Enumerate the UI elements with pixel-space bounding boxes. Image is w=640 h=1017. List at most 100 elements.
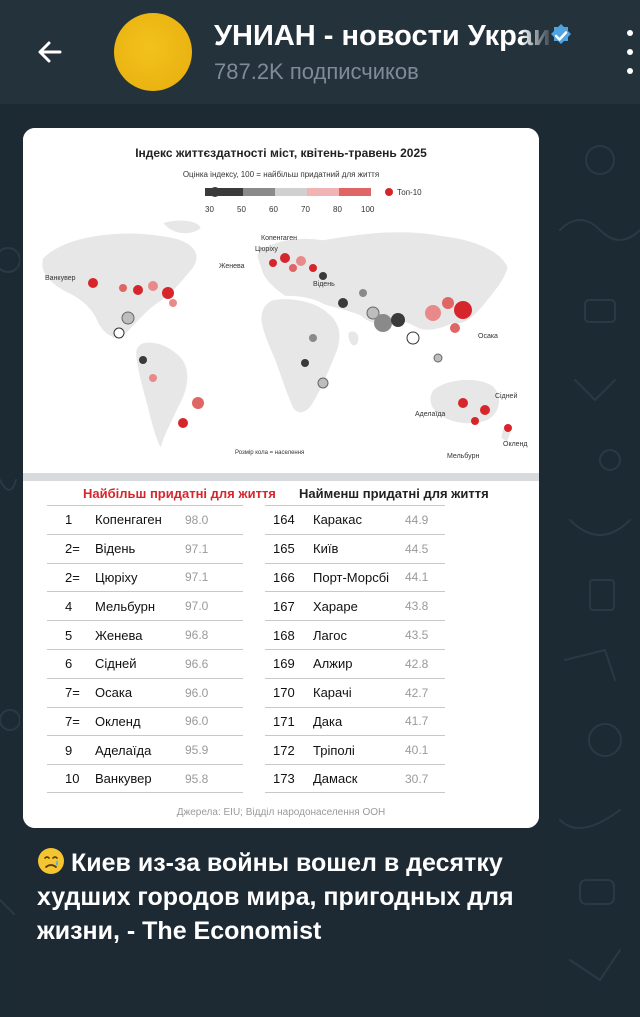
- table-row: 173 Дамаск 30.7: [265, 764, 445, 793]
- rank: 5: [65, 627, 73, 643]
- more-options-button[interactable]: [620, 30, 640, 74]
- rank: 166: [273, 569, 295, 585]
- channel-header: УНИАН - новости Украины 787.2K подписчик…: [0, 0, 640, 104]
- city: Карачі: [313, 685, 352, 701]
- most-livable-heading: Найбільш придатні для життя: [83, 486, 276, 501]
- city-labels: Копенгаген Цюріху Женева Відень Ванкувер…: [45, 235, 528, 460]
- least-livable-heading: Найменш придатні для життя: [299, 486, 489, 501]
- table-row: 6 Сідней 96.6: [47, 648, 243, 678]
- table-row: 168 Лагос 43.5: [265, 620, 445, 649]
- back-button[interactable]: [18, 20, 82, 84]
- verified-badge-icon: [551, 24, 571, 44]
- message-photo[interactable]: Індекс життєздатності міст, квітень-трав…: [23, 128, 539, 828]
- score: 44.9: [405, 512, 429, 527]
- city: Мельбурн: [95, 598, 156, 614]
- legend-ticks: 30 50 60 70 80 100 Топ-10: [205, 188, 422, 214]
- city: Цюріху: [95, 569, 138, 585]
- city-markers: [88, 253, 512, 432]
- score: 43.5: [405, 628, 429, 643]
- city: Копенгаген: [95, 512, 162, 528]
- score: 44.5: [405, 541, 429, 556]
- city-label: Відень: [313, 280, 335, 288]
- legend-tick: 60: [269, 205, 278, 214]
- legend-tick: 100: [361, 205, 375, 214]
- more-vertical-icon-dot: [627, 49, 633, 55]
- rank: 173: [273, 771, 295, 787]
- score: 43.8: [405, 599, 429, 614]
- city: Тріполі: [313, 742, 355, 758]
- table-row: 169 Алжир 42.8: [265, 648, 445, 678]
- score: 95.8: [185, 771, 209, 786]
- score: 95.9: [185, 743, 209, 758]
- table-row: 10 Ванкувер 95.8: [47, 764, 243, 793]
- score: 98.0: [185, 512, 209, 527]
- city-label: Сідней: [495, 392, 517, 400]
- city-label: Осака: [478, 333, 498, 340]
- table-row: 2= Відень 97.1: [47, 533, 243, 563]
- rank: 6: [65, 656, 73, 672]
- table-row: 5 Женева 96.8: [47, 620, 243, 649]
- city-label: Копенгаген: [261, 235, 297, 242]
- city: Сідней: [95, 656, 137, 672]
- table-row: 167 Хараре 43.8: [265, 591, 445, 620]
- table-row: 171 Дака 41.7: [265, 706, 445, 736]
- more-vertical-icon: [627, 30, 633, 36]
- city-label: Цюріху: [255, 245, 278, 253]
- legend-caption: Оцінка індексу, 100 = найбільш придатний…: [182, 170, 380, 179]
- least-livable-list: 164 Каракас 44.9 165 Київ 44.5 166 Порт-Морсб…: [265, 505, 445, 793]
- score: 44.1: [405, 570, 429, 585]
- city: Дака: [313, 713, 343, 729]
- score: 42.7: [405, 685, 429, 700]
- city: Відень: [95, 541, 136, 557]
- rank: 165: [273, 541, 295, 557]
- rank: 7=: [65, 685, 80, 701]
- ranking-tables: Найбільш придатні для життя Найменш прид…: [23, 481, 539, 828]
- more-vertical-icon-dot: [627, 68, 633, 74]
- panel-divider: [23, 473, 539, 481]
- message-text[interactable]: Киев из-за войны вошел в десятку худших …: [37, 846, 517, 948]
- rank: 170: [273, 685, 295, 701]
- channel-info[interactable]: УНИАН - новости Украины 787.2K подписчик…: [214, 20, 574, 85]
- score: 96.8: [185, 628, 209, 643]
- table-row: 172 Тріполі 40.1: [265, 735, 445, 764]
- channel-avatar[interactable]: [114, 13, 192, 91]
- score: 30.7: [405, 771, 429, 786]
- city: Ванкувер: [95, 771, 152, 787]
- legend-tick: 50: [237, 205, 246, 214]
- rank: 4: [65, 598, 73, 614]
- world-map: 30 50 60 70 80 100 Топ-10: [41, 187, 528, 460]
- rank: 164: [273, 512, 295, 528]
- score: 96.6: [185, 656, 209, 671]
- map-title: Індекс життєздатності міст, квітень-трав…: [135, 146, 427, 160]
- score: 42.8: [405, 656, 429, 671]
- score: 96.0: [185, 685, 209, 700]
- rank: 168: [273, 627, 295, 643]
- table-row: 7= Окленд 96.0: [47, 706, 243, 736]
- message-body: Киев из-за войны вошел в десятку худших …: [37, 849, 514, 945]
- score: 40.1: [405, 743, 429, 758]
- table-row: 166 Порт-Морсбі 44.1: [265, 562, 445, 592]
- city: Хараре: [313, 598, 358, 614]
- city: Порт-Морсбі: [313, 569, 390, 585]
- rank: 169: [273, 656, 295, 672]
- legend-tick: 30: [205, 205, 214, 214]
- legend-tick: 70: [301, 205, 310, 214]
- city-label: Мельбурн: [447, 452, 479, 460]
- city: Лагос: [313, 627, 347, 643]
- city: Аделаїда: [95, 742, 152, 758]
- city-label: Женева: [219, 263, 245, 270]
- city-label: Аделаїда: [415, 411, 445, 418]
- city: Дамаск: [313, 771, 358, 787]
- rank: 2=: [65, 569, 80, 585]
- rank: 7=: [65, 713, 80, 729]
- city-label: Ванкувер: [45, 275, 76, 282]
- subscriber-count: 787.2K подписчиков: [214, 58, 419, 84]
- rank: 9: [65, 742, 73, 758]
- table-row: 7= Осака 96.0: [47, 677, 243, 707]
- city: Каракас: [313, 512, 362, 528]
- city-label: Окленд: [503, 441, 528, 448]
- legend-tick: 80: [333, 205, 342, 214]
- channel-title: УНИАН - новости Украины: [214, 19, 554, 52]
- message-bubble[interactable]: Індекс життєздатності міст, квітень-трав…: [20, 113, 542, 1017]
